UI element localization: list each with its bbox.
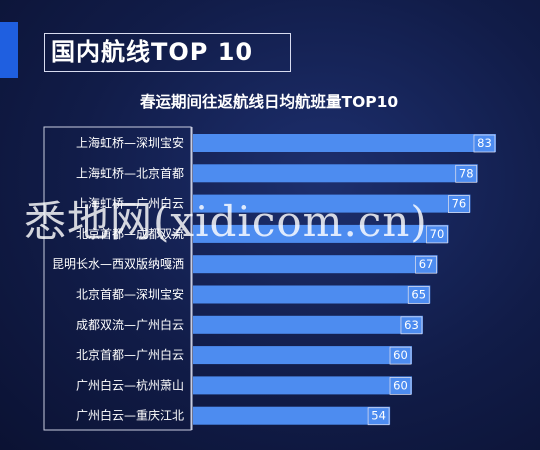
category-label: 昆明长水—西双版纳嘎洒 [52,257,184,271]
value-label: 70 [430,227,445,241]
bar [193,285,431,304]
accent-bar [0,22,18,78]
value-label-box [473,134,496,153]
bar [193,315,423,334]
category-panel [43,126,192,431]
value-label-box [415,255,437,274]
value-label: 63 [404,318,419,332]
value-label-box [447,195,470,214]
category-label: 北京首都—广州白云 [76,347,184,362]
value-label-box [367,407,390,426]
category-label: 北京首都—深圳宝安 [76,287,184,302]
chart-title: 春运期间往返航线日均航班量TOP10 [140,93,399,111]
value-label-box [407,286,430,304]
value-label: 60 [393,348,408,362]
value-label: 60 [393,378,408,392]
value-label-box [455,164,478,183]
category-label: 广州白云—杭州萧山 [76,377,184,392]
bar [193,346,412,365]
bar [193,406,391,425]
value-label: 78 [459,166,474,180]
value-label-box [389,346,412,365]
value-label-box [426,225,448,244]
category-label: 上海虹桥—广州白云 [76,196,184,211]
value-label: 65 [411,288,426,302]
bar [193,194,471,213]
value-label: 83 [477,136,492,150]
category-label: 上海虹桥—深圳宝安 [76,135,184,150]
bar [193,224,449,243]
page-title: 国内航线TOP 10 [44,33,291,72]
value-label: 67 [419,257,434,271]
value-label: 54 [371,409,386,423]
category-label: 上海虹桥—北京首都 [76,165,184,180]
bar [193,134,496,152]
category-label: 广州白云—重庆江北 [76,408,184,423]
value-label: 76 [452,197,467,211]
bar [193,164,478,183]
bar [193,376,412,395]
value-label-box [400,316,423,335]
category-label: 成都双流—广州白云 [76,317,184,332]
category-label: 北京首都—成都双流 [76,227,184,241]
bar [193,255,438,274]
value-label-box [389,376,412,395]
